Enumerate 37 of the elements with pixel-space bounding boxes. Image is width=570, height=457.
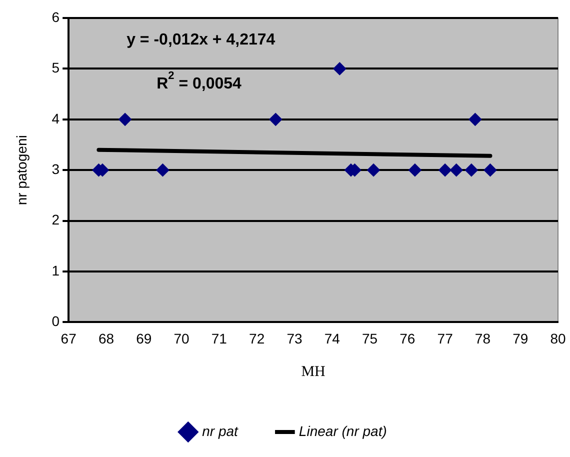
point bbox=[269, 112, 282, 126]
x-tick-label: 77 bbox=[437, 330, 454, 346]
point bbox=[118, 112, 132, 126]
y-axis-title: nr patogeni bbox=[13, 135, 30, 206]
point bbox=[468, 112, 482, 126]
point bbox=[333, 62, 346, 76]
x-tick-label: 70 bbox=[174, 330, 190, 346]
point bbox=[464, 164, 478, 177]
point bbox=[484, 164, 497, 177]
y-tick-label: 4 bbox=[52, 110, 60, 126]
point bbox=[438, 164, 452, 177]
x-tick-label: 69 bbox=[136, 330, 152, 346]
x-tick-label: 75 bbox=[362, 330, 378, 346]
point bbox=[408, 164, 422, 177]
point bbox=[450, 164, 463, 177]
annotation: y = -0,012x + 4,2174 bbox=[126, 31, 276, 48]
x-tick-label: 71 bbox=[211, 330, 228, 346]
point bbox=[367, 164, 380, 177]
x-tick-label: 76 bbox=[400, 330, 416, 346]
x-tick-label: 67 bbox=[60, 330, 77, 346]
x-tick-label: 73 bbox=[286, 330, 302, 346]
point bbox=[156, 164, 170, 177]
y-tick-label: 1 bbox=[52, 262, 60, 278]
x-tick-label: 74 bbox=[324, 330, 340, 346]
legend-label: Linear (nr pat) bbox=[298, 422, 387, 439]
y-tick-label: 3 bbox=[52, 160, 60, 177]
x-tick-label: 78 bbox=[474, 330, 491, 346]
legend-label: nr pat bbox=[202, 422, 240, 439]
y-tick-label: 0 bbox=[52, 313, 60, 330]
y-tick-label: 5 bbox=[52, 60, 60, 76]
y-tick-label: 2 bbox=[52, 212, 60, 228]
x-tick-label: 80 bbox=[550, 330, 566, 346]
x-tick-label: 68 bbox=[98, 330, 114, 346]
y-tick-label: 6 bbox=[52, 8, 60, 25]
x-tick-label: 72 bbox=[249, 330, 265, 346]
x-tick-label: 79 bbox=[512, 330, 528, 346]
x-axis-title: MH bbox=[301, 364, 326, 380]
